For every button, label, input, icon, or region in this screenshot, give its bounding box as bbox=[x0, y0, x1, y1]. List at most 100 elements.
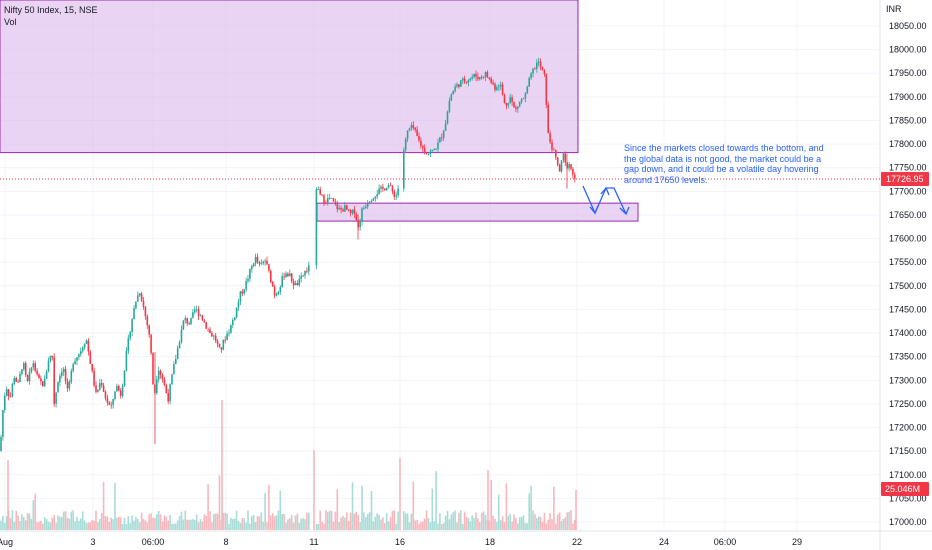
volume-bar bbox=[281, 514, 283, 530]
candle-body bbox=[450, 94, 453, 101]
support-zone[interactable] bbox=[316, 202, 639, 222]
candle-body bbox=[461, 78, 464, 81]
volume-label[interactable]: Vol bbox=[4, 17, 17, 27]
candle-body bbox=[19, 373, 21, 382]
volume-bar bbox=[518, 517, 521, 530]
volume-bar bbox=[382, 517, 384, 530]
volume-bar bbox=[422, 521, 424, 530]
volume-bar bbox=[330, 510, 333, 530]
candle-body bbox=[553, 149, 555, 151]
volume-bar bbox=[420, 522, 422, 530]
candle-body bbox=[47, 360, 50, 372]
candle-body bbox=[460, 80, 462, 87]
volume-bar bbox=[277, 510, 280, 530]
volume-bar bbox=[197, 522, 200, 530]
volume-bar bbox=[359, 522, 361, 530]
volume-bar bbox=[32, 500, 35, 530]
candle-body bbox=[5, 389, 8, 396]
candle-body bbox=[142, 300, 145, 307]
candle-body bbox=[222, 339, 225, 350]
time-tick-label: 18 bbox=[485, 537, 495, 547]
price-tick-label: 18050.00 bbox=[889, 21, 927, 31]
volume-bar bbox=[344, 517, 346, 530]
candle-body bbox=[195, 309, 198, 311]
volume-bar bbox=[393, 510, 396, 530]
candle-body bbox=[197, 309, 200, 316]
candle-body bbox=[389, 185, 392, 187]
candle-body bbox=[494, 84, 496, 90]
candle-body bbox=[408, 128, 411, 131]
volume-bar bbox=[76, 516, 78, 530]
candle-body bbox=[285, 273, 287, 278]
volume-bar bbox=[499, 520, 502, 530]
candle-body bbox=[228, 332, 230, 334]
volume-bar bbox=[167, 520, 169, 530]
volume-bar bbox=[171, 523, 173, 530]
candle-body bbox=[194, 309, 196, 313]
candle-body bbox=[499, 84, 502, 87]
volume-bar bbox=[501, 516, 504, 530]
volume-bar bbox=[347, 521, 350, 530]
volume-bar bbox=[163, 515, 166, 530]
volume-bar bbox=[195, 514, 198, 530]
candle-body bbox=[374, 196, 377, 199]
candle-body bbox=[135, 301, 137, 309]
symbol-title[interactable]: Nifty 50 Index, 15, NSE bbox=[4, 5, 98, 15]
candle-body bbox=[279, 287, 282, 292]
candle-body bbox=[349, 210, 352, 214]
candle-body bbox=[256, 256, 259, 263]
candle-body bbox=[368, 202, 371, 204]
volume-bar bbox=[429, 522, 432, 530]
volume-bar bbox=[186, 519, 188, 530]
candle-body bbox=[232, 320, 234, 325]
volume-bar bbox=[264, 493, 266, 530]
volume-bar bbox=[509, 513, 511, 530]
candle-body bbox=[167, 393, 169, 402]
candle-body bbox=[150, 334, 152, 354]
price-tick-label: 17850.00 bbox=[889, 115, 927, 125]
candle-body bbox=[387, 185, 390, 188]
volume-bar bbox=[156, 514, 158, 530]
candle-body bbox=[296, 283, 299, 286]
volume-bar bbox=[57, 515, 59, 530]
time-tick-label: 8 bbox=[223, 537, 228, 547]
candle-body bbox=[21, 369, 23, 374]
zones[interactable] bbox=[0, 0, 639, 222]
volume-bar bbox=[254, 522, 257, 530]
time-axis[interactable]: Aug 3 06:00 8 11 16 18 22 24 06:00 29 bbox=[0, 530, 932, 547]
volume-bar bbox=[404, 513, 407, 530]
candle-body bbox=[342, 209, 344, 212]
candle-body bbox=[199, 315, 202, 317]
candle-body bbox=[40, 378, 42, 382]
candle-body bbox=[213, 335, 215, 337]
candle-body bbox=[214, 335, 217, 341]
volume-bar bbox=[562, 518, 565, 530]
volume-bar bbox=[484, 514, 487, 530]
volume-bar bbox=[532, 510, 534, 530]
candle-body bbox=[302, 275, 304, 277]
candle-body bbox=[268, 264, 270, 271]
volume-bar bbox=[403, 511, 405, 530]
annotation-text[interactable]: Since the markets closed towards the bot… bbox=[624, 143, 824, 185]
volume-bar bbox=[140, 512, 143, 530]
volume-bar bbox=[271, 513, 274, 530]
candle-body bbox=[249, 269, 251, 279]
candle-body bbox=[463, 78, 466, 82]
candle-body bbox=[511, 97, 513, 102]
volume-bar bbox=[338, 521, 340, 530]
price-axis[interactable]: INR 17000.00 17050.00 17100.00 17150.00 1720… bbox=[886, 4, 927, 527]
candle-body bbox=[560, 160, 563, 172]
volume-bar bbox=[340, 517, 342, 530]
chart-legend[interactable]: Nifty 50 Index, 15, NSE Vol bbox=[4, 4, 98, 28]
candle-body bbox=[346, 205, 348, 210]
volume-bar bbox=[325, 510, 327, 530]
candle-body bbox=[564, 153, 567, 163]
volume-bar bbox=[572, 523, 574, 530]
candle-body bbox=[431, 150, 434, 152]
volume-bar bbox=[450, 514, 453, 530]
volume-bar bbox=[290, 514, 293, 530]
projection-arrow[interactable] bbox=[582, 185, 630, 216]
price-badge: 17726.95 bbox=[881, 172, 929, 186]
candle-body bbox=[556, 157, 559, 165]
